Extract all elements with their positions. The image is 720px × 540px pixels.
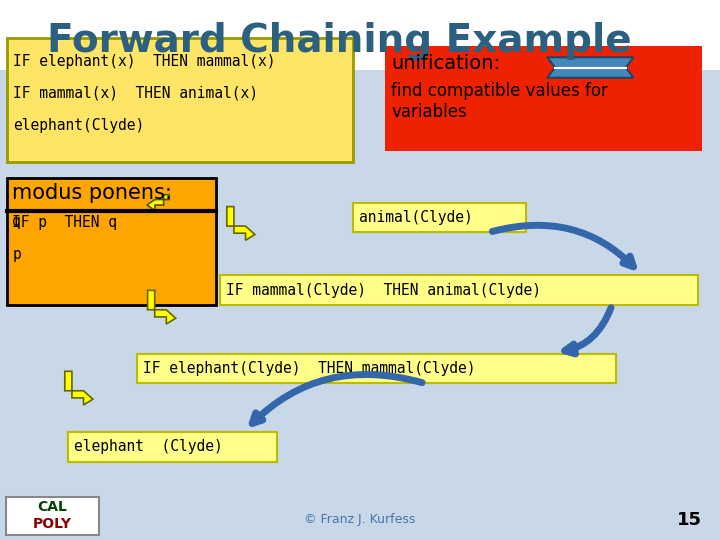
Text: © Franz J. Kurfess: © Franz J. Kurfess [305,514,415,526]
Text: POLY: POLY [33,517,72,531]
Text: CAL: CAL [37,501,68,515]
Polygon shape [147,195,169,211]
Polygon shape [148,291,176,324]
Text: find compatible values for
variables: find compatible values for variables [391,82,608,121]
FancyBboxPatch shape [7,38,353,162]
Polygon shape [65,372,93,405]
Text: unification:: unification: [391,54,500,73]
Text: IF mammal(x)  THEN animal(x): IF mammal(x) THEN animal(x) [13,86,258,101]
FancyBboxPatch shape [6,497,99,535]
FancyBboxPatch shape [353,202,526,232]
FancyBboxPatch shape [7,178,216,305]
Polygon shape [227,207,255,240]
FancyBboxPatch shape [137,354,616,383]
Text: elephant  (Clyde): elephant (Clyde) [74,440,223,454]
Polygon shape [547,57,634,78]
Text: q: q [12,214,21,228]
Text: 15: 15 [677,511,702,529]
Text: modus ponens:: modus ponens: [12,183,172,203]
Text: Forward Chaining Example: Forward Chaining Example [47,22,631,59]
FancyBboxPatch shape [68,432,277,462]
FancyBboxPatch shape [385,46,702,151]
FancyBboxPatch shape [0,0,720,70]
Text: elephant(Clyde): elephant(Clyde) [13,118,145,133]
Text: animal(Clyde): animal(Clyde) [359,210,472,225]
Text: p: p [12,247,21,262]
FancyBboxPatch shape [220,275,698,305]
Text: IF elephant(x)  THEN mammal(x): IF elephant(x) THEN mammal(x) [13,54,276,69]
Text: IF mammal(Clyde)  THEN animal(Clyde): IF mammal(Clyde) THEN animal(Clyde) [225,283,541,298]
Text: IF elephant(Clyde)  THEN mammal(Clyde): IF elephant(Clyde) THEN mammal(Clyde) [143,361,475,376]
Text: IF p  THEN q: IF p THEN q [12,215,117,230]
